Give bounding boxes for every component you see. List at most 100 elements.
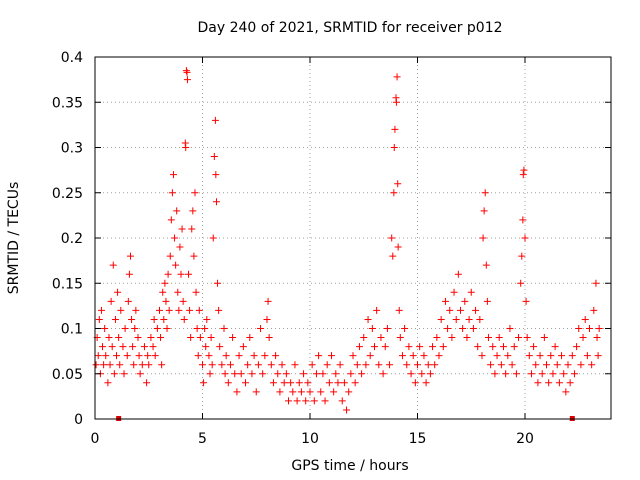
data-point — [579, 334, 587, 342]
data-point — [128, 315, 136, 323]
data-point — [131, 325, 139, 332]
data-point — [549, 370, 557, 378]
data-point — [521, 234, 529, 242]
data-point — [347, 370, 355, 378]
data-point — [178, 225, 186, 233]
x-tick-label: 5 — [198, 431, 207, 447]
data-point — [231, 370, 239, 378]
data-point — [274, 370, 282, 378]
data-point — [244, 361, 252, 369]
data-point — [590, 306, 598, 314]
data-point — [124, 297, 132, 305]
data-point — [375, 361, 383, 369]
data-point — [426, 370, 434, 378]
data-point — [424, 361, 432, 369]
data-point — [522, 297, 530, 305]
data-point — [195, 306, 203, 314]
data-point — [214, 279, 222, 287]
data-point — [317, 388, 325, 396]
data-point — [239, 343, 247, 351]
data-point — [483, 297, 491, 305]
data-point — [379, 370, 387, 378]
data-point — [161, 279, 169, 287]
data-point — [158, 361, 166, 369]
data-point — [199, 361, 206, 369]
data-point — [358, 370, 366, 378]
data-point — [351, 379, 359, 387]
y-tick-label: 0.05 — [52, 367, 83, 383]
x-axis-label: GPS time / hours — [291, 458, 408, 474]
data-point — [176, 243, 184, 251]
data-point — [398, 352, 406, 360]
data-point — [99, 343, 107, 351]
data-point — [126, 252, 134, 260]
data-point — [543, 361, 550, 369]
data-point — [489, 343, 497, 351]
data-point — [575, 325, 583, 332]
data-point — [308, 361, 316, 369]
data-point — [280, 379, 288, 387]
data-point — [192, 288, 200, 296]
y-tick-label: 0.1 — [61, 322, 83, 338]
data-point — [229, 334, 237, 342]
data-point — [491, 370, 499, 378]
x-tick-label: 15 — [409, 431, 427, 447]
data-point — [194, 352, 202, 360]
data-point — [405, 343, 413, 351]
data-point — [403, 361, 411, 369]
data-point — [282, 370, 290, 378]
data-point — [293, 397, 301, 405]
data-point — [180, 315, 188, 323]
data-point — [463, 334, 471, 342]
data-point — [454, 270, 462, 278]
data-point — [465, 315, 473, 323]
data-point — [196, 334, 204, 342]
data-point — [564, 361, 572, 369]
data-point — [121, 325, 129, 332]
data-point — [345, 388, 353, 396]
data-point — [502, 370, 510, 378]
data-point — [145, 361, 153, 369]
data-point — [132, 306, 140, 314]
data-point — [457, 306, 464, 314]
data-point — [500, 343, 507, 351]
data-point — [108, 343, 116, 351]
data-point — [340, 379, 348, 387]
data-point — [129, 343, 137, 351]
data-point — [581, 315, 589, 323]
data-point — [512, 370, 520, 378]
data-point — [206, 370, 214, 378]
data-point — [328, 352, 335, 360]
data-point — [392, 98, 400, 106]
data-point — [480, 207, 488, 215]
data-point — [461, 297, 469, 305]
data-point — [302, 397, 310, 405]
data-point — [201, 325, 209, 332]
data-point — [97, 306, 105, 314]
data-point — [159, 288, 167, 296]
data-point — [523, 334, 531, 342]
data-point — [450, 288, 458, 296]
data-point — [332, 370, 340, 378]
data-point — [149, 343, 157, 351]
data-point — [123, 352, 131, 360]
data-point — [394, 243, 402, 251]
data-point — [278, 361, 286, 369]
data-point — [558, 352, 566, 360]
data-point — [566, 379, 574, 387]
data-point — [540, 334, 548, 342]
data-point — [101, 325, 109, 332]
data-point — [373, 306, 381, 314]
data-point — [474, 343, 482, 351]
data-point — [186, 306, 194, 314]
data-point — [233, 388, 241, 396]
data-point — [570, 370, 578, 378]
data-point — [174, 288, 182, 296]
data-point — [396, 334, 404, 342]
data-point — [568, 352, 576, 360]
data-point — [592, 279, 600, 287]
data-point — [441, 297, 449, 305]
data-point — [355, 343, 363, 351]
data-point — [588, 361, 596, 369]
data-point — [94, 352, 102, 360]
